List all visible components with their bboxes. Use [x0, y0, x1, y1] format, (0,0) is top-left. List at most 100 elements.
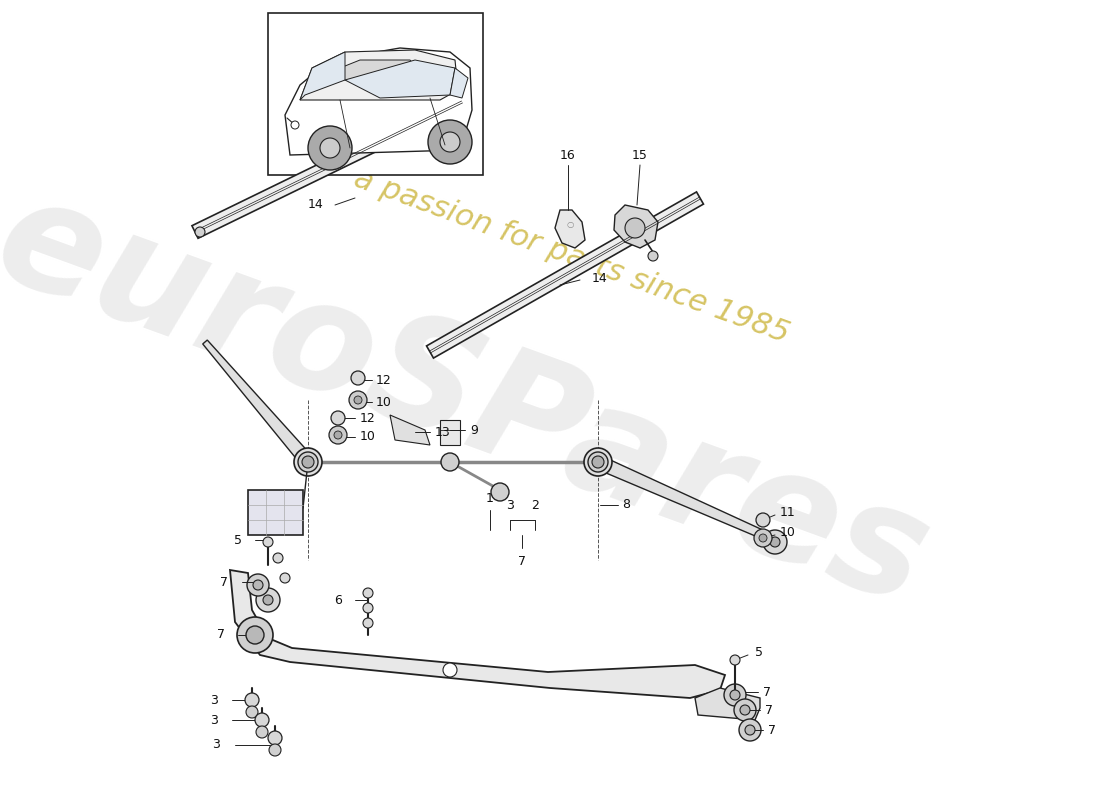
Circle shape [263, 595, 273, 605]
Text: 7: 7 [768, 723, 776, 737]
Text: 16: 16 [560, 149, 576, 162]
Circle shape [253, 580, 263, 590]
Text: 1: 1 [486, 492, 494, 505]
Polygon shape [330, 60, 420, 80]
Circle shape [491, 483, 509, 501]
Text: 10: 10 [360, 430, 376, 443]
Circle shape [740, 705, 750, 715]
Circle shape [256, 726, 268, 738]
Text: 5: 5 [755, 646, 763, 658]
Circle shape [195, 227, 205, 237]
Circle shape [334, 431, 342, 439]
Circle shape [625, 218, 645, 238]
Polygon shape [556, 210, 585, 248]
Circle shape [273, 553, 283, 563]
Circle shape [724, 684, 746, 706]
Text: 7: 7 [518, 555, 526, 568]
Circle shape [331, 411, 345, 425]
Text: 11: 11 [780, 506, 795, 518]
Bar [440, 420, 460, 445]
Polygon shape [300, 50, 458, 100]
Text: 10: 10 [780, 526, 796, 538]
Circle shape [270, 744, 280, 756]
Polygon shape [285, 48, 472, 155]
Circle shape [245, 693, 258, 707]
Polygon shape [695, 688, 760, 720]
Circle shape [308, 126, 352, 170]
Circle shape [648, 251, 658, 261]
Circle shape [329, 426, 346, 444]
Polygon shape [390, 415, 430, 445]
Circle shape [280, 573, 290, 583]
Circle shape [320, 138, 340, 158]
Text: 9: 9 [470, 423, 477, 437]
Text: euroSPares: euroSPares [0, 162, 947, 638]
Circle shape [770, 537, 780, 547]
Circle shape [354, 396, 362, 404]
Text: 3: 3 [210, 694, 218, 706]
Polygon shape [595, 455, 777, 544]
Circle shape [302, 456, 313, 468]
Circle shape [734, 699, 756, 721]
Text: 5: 5 [234, 534, 242, 546]
Circle shape [363, 588, 373, 598]
Circle shape [759, 534, 767, 542]
Circle shape [763, 530, 786, 554]
Polygon shape [191, 96, 465, 238]
Text: 14: 14 [307, 198, 323, 211]
Polygon shape [427, 192, 704, 358]
Circle shape [754, 529, 772, 547]
Circle shape [246, 706, 258, 718]
Circle shape [363, 618, 373, 628]
Bar [248, 490, 302, 535]
Text: 3: 3 [212, 738, 220, 751]
Circle shape [255, 713, 270, 727]
Circle shape [756, 513, 770, 527]
Circle shape [351, 371, 365, 385]
Polygon shape [614, 205, 658, 248]
Circle shape [745, 725, 755, 735]
Polygon shape [202, 340, 314, 466]
Circle shape [263, 537, 273, 547]
Text: 7: 7 [764, 703, 773, 717]
Circle shape [246, 626, 264, 644]
Circle shape [256, 588, 280, 612]
Text: 13: 13 [434, 426, 451, 438]
Circle shape [292, 121, 299, 129]
Circle shape [730, 655, 740, 665]
Polygon shape [345, 60, 455, 98]
Text: 12: 12 [376, 374, 392, 386]
Text: 6: 6 [334, 594, 342, 606]
Circle shape [268, 731, 282, 745]
Text: 10: 10 [376, 395, 392, 409]
Text: 7: 7 [217, 629, 226, 642]
Circle shape [349, 391, 367, 409]
Circle shape [248, 574, 270, 596]
Circle shape [236, 617, 273, 653]
Text: ○: ○ [566, 221, 573, 230]
Circle shape [592, 456, 604, 468]
Text: 12: 12 [360, 411, 376, 425]
Circle shape [443, 663, 456, 677]
Circle shape [441, 453, 459, 471]
Circle shape [440, 132, 460, 152]
Text: 14: 14 [592, 271, 607, 285]
Circle shape [363, 603, 373, 613]
Circle shape [739, 719, 761, 741]
Circle shape [730, 690, 740, 700]
Text: 15: 15 [632, 149, 648, 162]
Text: 7: 7 [220, 575, 228, 589]
Text: a passion for parts since 1985: a passion for parts since 1985 [351, 163, 793, 349]
Text: 3: 3 [506, 499, 514, 512]
Text: 3: 3 [210, 714, 218, 726]
Circle shape [584, 448, 612, 476]
Text: 2: 2 [531, 499, 539, 512]
Text: 7: 7 [763, 686, 771, 698]
Text: 8: 8 [621, 498, 630, 511]
Bar [268, 13, 483, 175]
Polygon shape [230, 570, 725, 698]
Circle shape [298, 452, 318, 472]
Polygon shape [300, 52, 345, 100]
Circle shape [294, 448, 322, 476]
Circle shape [588, 452, 608, 472]
